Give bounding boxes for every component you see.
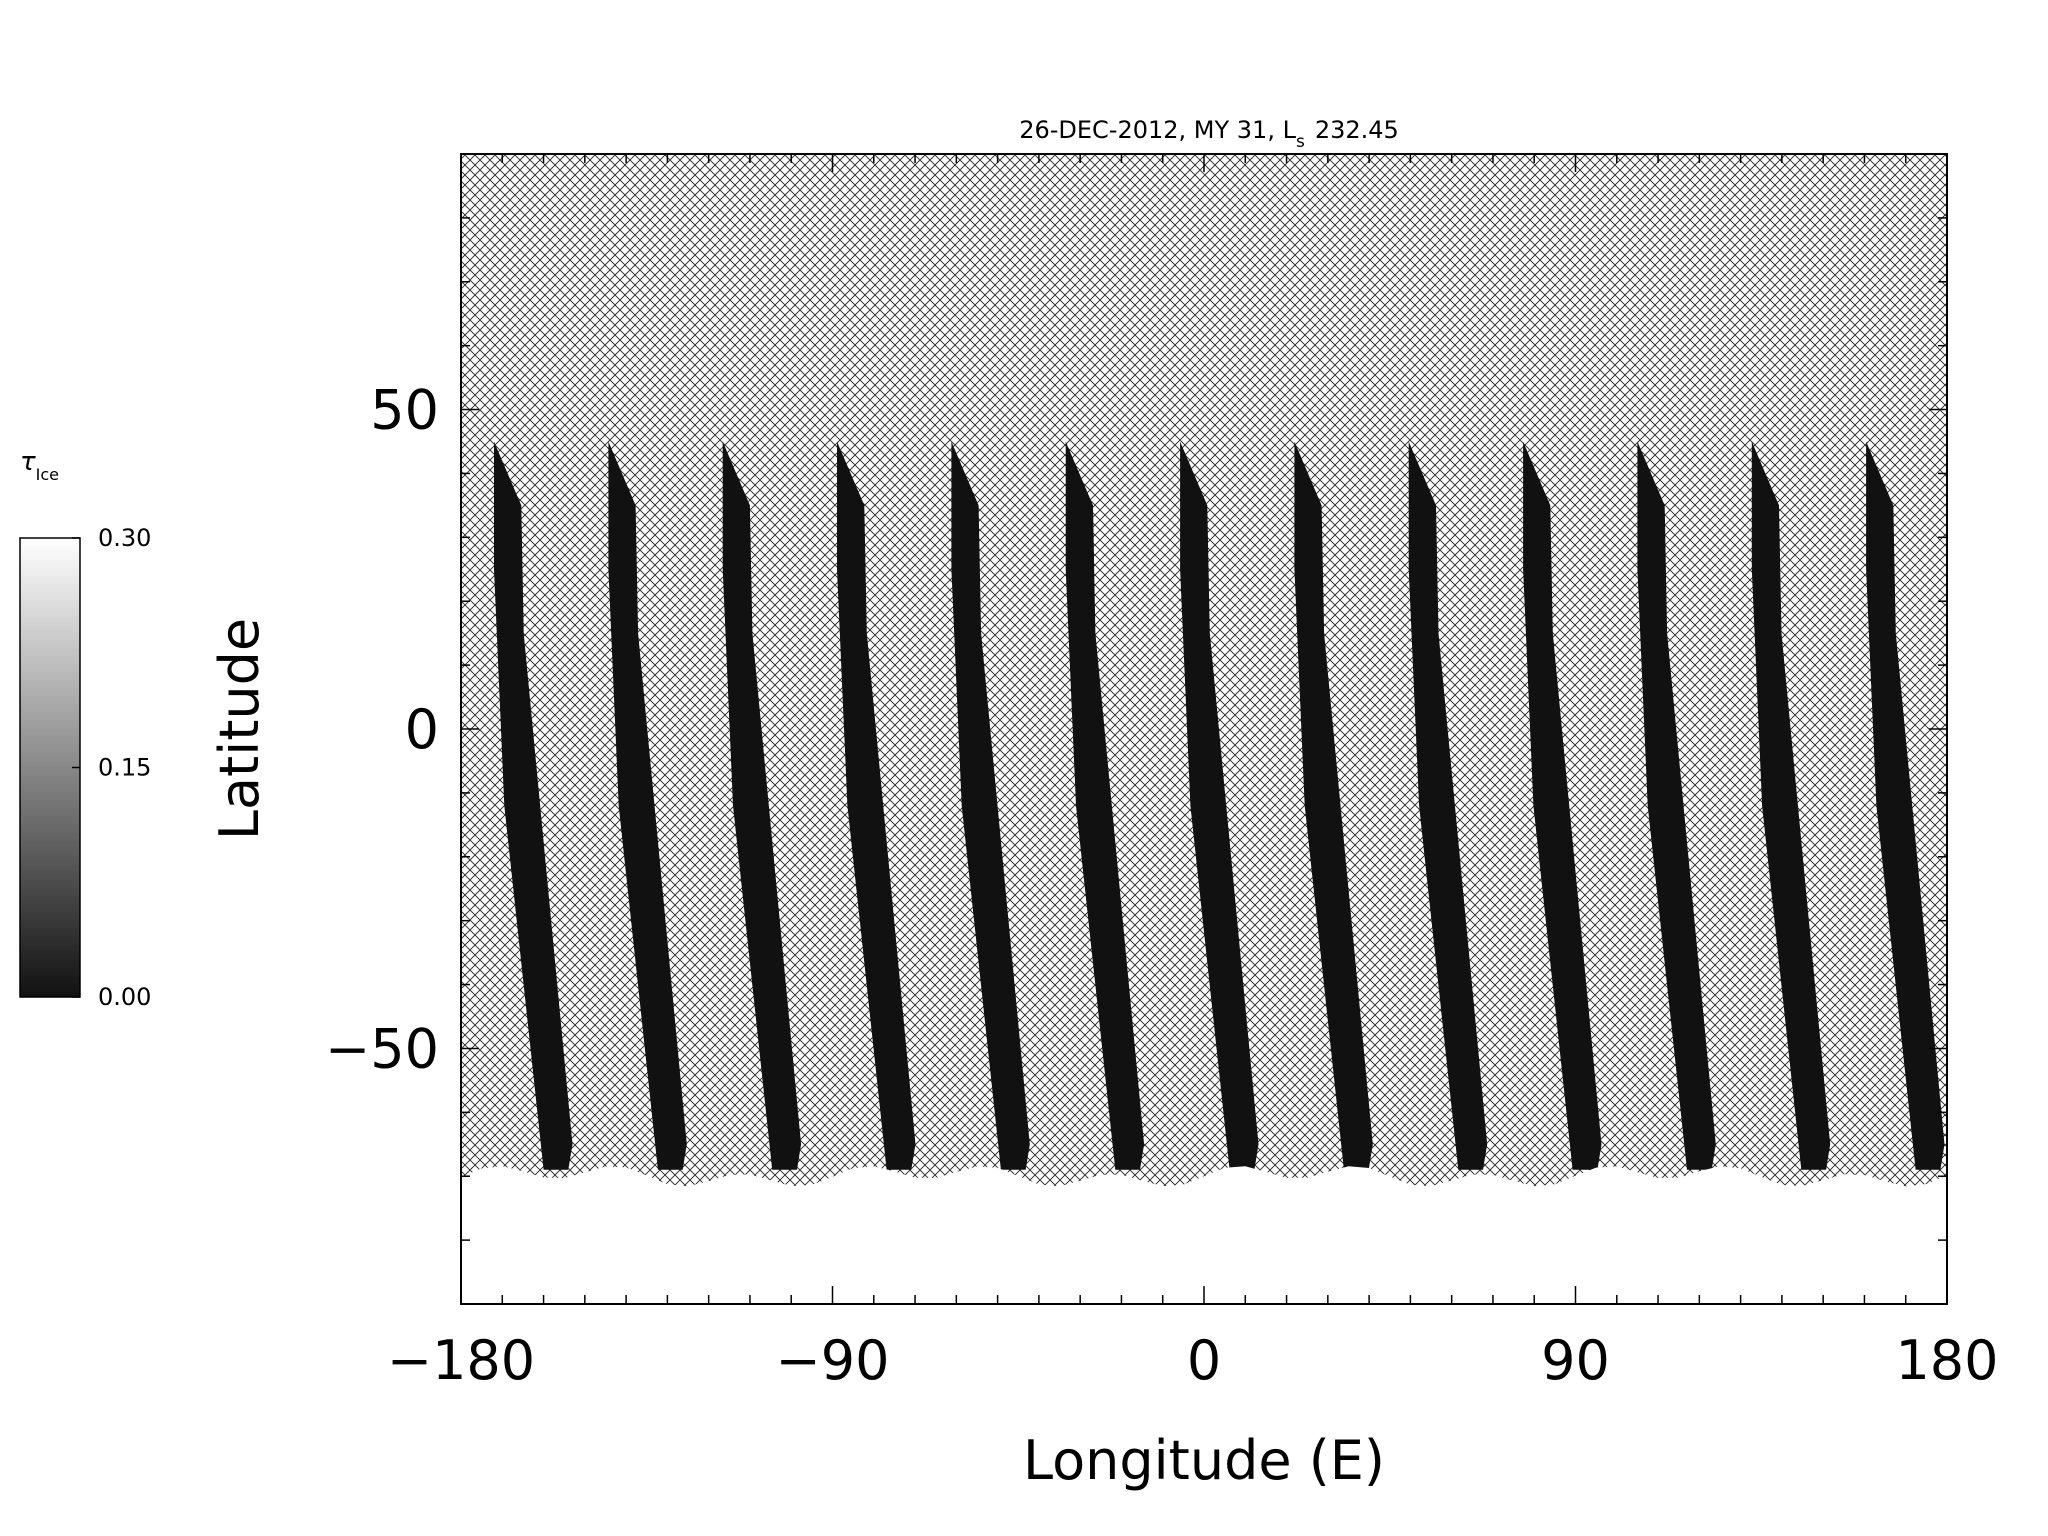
- chart-title-subscript: s: [1296, 132, 1305, 152]
- x-tick-label: 0: [1187, 1329, 1221, 1392]
- swath-1: [494, 441, 573, 1170]
- swath-7: [1180, 441, 1259, 1170]
- y-tick-label: 0: [405, 698, 439, 761]
- south-polar-ice-cloud: [461, 1166, 1947, 1304]
- swath-12: [1751, 441, 1831, 1170]
- x-axis-label: Longitude (E): [1023, 1429, 1385, 1492]
- x-tick-label: 180: [1895, 1329, 1998, 1392]
- colorbar-label-subscript: Ice: [36, 465, 59, 484]
- swath-8: [1294, 441, 1373, 1170]
- chart-title: 26-DEC-2012, MY 31, Ls 232.45: [1019, 116, 1399, 152]
- data-layer: [461, 441, 1947, 1304]
- colorbar-tick-label: 0.15: [98, 754, 151, 782]
- swath-11: [1637, 441, 1716, 1170]
- swath-3: [722, 441, 802, 1170]
- swath-10: [1523, 441, 1602, 1170]
- swath-6: [1065, 441, 1145, 1170]
- colorbar: τIce 0.00 0.15 0.30: [19, 447, 151, 1011]
- axis-ticks: [460, 153, 1948, 1305]
- colorbar-tick-label: 0.30: [98, 524, 151, 552]
- colorbar-label-symbol: τ: [20, 447, 36, 477]
- swath-13: [1866, 441, 1945, 1170]
- plot-frame: [460, 153, 1948, 1305]
- chart-title-main: 26-DEC-2012, MY 31, L: [1019, 116, 1296, 144]
- colorbar-gradient: [19, 537, 81, 998]
- colorbar-label: τIce: [20, 447, 59, 484]
- x-tick-label: −180: [387, 1329, 535, 1392]
- chart-title-value: 232.45: [1315, 116, 1399, 144]
- colorbar-tick-label: 0.00: [98, 983, 151, 1011]
- y-axis-label: Latitude: [208, 618, 271, 840]
- y-tick-label: −50: [325, 1017, 439, 1080]
- swath-2: [608, 441, 687, 1170]
- x-tick-label: −90: [776, 1329, 890, 1392]
- x-tick-label: 90: [1541, 1329, 1610, 1392]
- swath-9: [1408, 441, 1488, 1170]
- colorbar-ticks: 0.00 0.15 0.30: [72, 524, 151, 1011]
- y-tick-label: 50: [370, 379, 439, 442]
- swath-5: [951, 441, 1030, 1170]
- swath-4: [837, 441, 916, 1170]
